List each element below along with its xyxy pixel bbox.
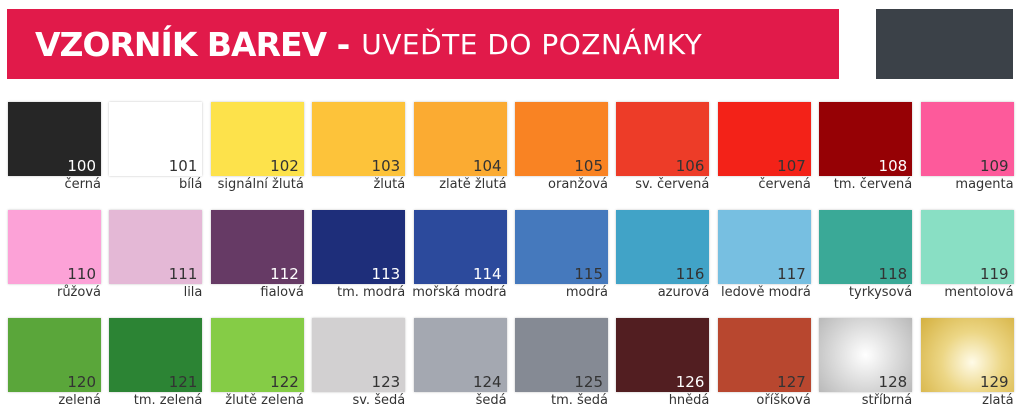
dark-box [876,9,1013,79]
swatch-code: 123 [371,373,401,391]
swatch-label: signální žlutá [217,177,304,192]
color-swatch-127[interactable]: 127 [717,318,811,392]
swatch-code: 127 [777,373,806,391]
swatch-label: azurová [657,285,710,300]
color-swatch-122[interactable]: 122 [210,318,304,392]
color-swatch-110[interactable]: 110 [8,210,101,284]
color-swatch-121[interactable]: 121 [109,318,203,392]
swatch-code: 118 [878,265,908,283]
color-swatch-115[interactable]: 115 [515,210,608,284]
swatch-label: tm. červená [833,177,913,192]
swatch-label: tm. zelená [133,393,203,408]
swatch-code: 122 [270,373,299,391]
swatch-code: 108 [878,157,908,175]
title-rest: UVEĎTE DO POZNÁMKY [361,27,703,61]
swatch-label: hnědá [668,393,710,408]
swatch-code: 105 [574,157,603,175]
swatch-code: 112 [270,265,299,283]
color-swatch-102[interactable]: 102 [210,102,304,176]
swatch-label: tm. šedá [550,393,608,408]
swatch-code: 126 [675,373,705,391]
swatch-label: stříbrná [861,393,913,408]
swatch-label: ledově modrá [720,285,811,300]
color-swatch-106[interactable]: 106 [616,102,710,176]
swatch-code: 113 [371,265,401,283]
color-swatch-124[interactable]: 124 [413,318,507,392]
color-swatch-120[interactable]: 120 [8,318,101,392]
swatch-label: zlatá [982,393,1014,408]
swatch-label: červená [758,177,811,192]
color-swatch-112[interactable]: 112 [210,210,304,284]
swatch-code: 104 [472,157,502,175]
swatch-code: 100 [67,157,96,175]
swatch-label: lila [183,285,203,300]
swatch-code: 120 [67,373,96,391]
swatch-label: zlatě žlutá [439,177,507,192]
swatch-code: 107 [777,157,806,175]
swatch-label: oříšková [756,393,811,408]
color-swatch-123[interactable]: 123 [312,318,406,392]
swatch-code: 129 [979,373,1009,391]
swatch-code: 119 [979,265,1009,283]
swatch-code: 117 [777,265,806,283]
swatch-label: sv. šedá [352,393,406,408]
color-swatch-113[interactable]: 113 [312,210,406,284]
swatch-label: žlutá [373,177,406,192]
swatch-label: mentolová [944,285,1014,300]
color-swatch-108[interactable]: 108 [819,102,913,176]
swatch-label: šedá [475,393,507,408]
swatch-code: 125 [574,373,603,391]
swatch-label: sv. červená [635,177,710,192]
swatch-code: 114 [472,265,502,283]
color-swatch-114[interactable]: 114 [413,210,507,284]
swatch-label: modrá [565,285,608,300]
color-swatch-100[interactable]: 100 [8,102,101,176]
swatch-code: 109 [979,157,1009,175]
color-swatch-119[interactable]: 119 [920,210,1014,284]
swatch-label: žlutě zelená [225,393,304,408]
swatch-label: zelená [58,393,101,408]
swatch-code: 128 [878,373,908,391]
swatch-code: 106 [675,157,705,175]
swatch-code: 124 [472,373,502,391]
swatch-label: magenta [955,177,1014,192]
swatch-code: 101 [168,157,198,175]
swatch-label: tm. modrá [336,285,406,300]
swatch-code: 115 [574,265,603,283]
swatch-code: 121 [168,373,198,391]
color-swatch-109[interactable]: 109 [920,102,1014,176]
color-swatch-111[interactable]: 111 [109,210,203,284]
color-swatch-104[interactable]: 104 [413,102,507,176]
color-swatch-118[interactable]: 118 [819,210,913,284]
color-swatch-101[interactable]: 101 [109,102,203,176]
swatch-code: 102 [270,157,299,175]
title-bold: VZORNÍK BAREV - [35,24,350,64]
color-swatch-129[interactable]: 129 [920,318,1014,392]
swatch-code: 111 [168,265,198,283]
swatch-label: černá [64,177,101,192]
color-swatch-103[interactable]: 103 [312,102,406,176]
color-swatch-116[interactable]: 116 [616,210,710,284]
swatch-label: mořská modrá [412,285,507,300]
color-swatch-126[interactable]: 126 [616,318,710,392]
swatch-code: 103 [371,157,401,175]
swatch-label: bílá [178,177,203,192]
color-swatch-128[interactable]: 128 [819,318,913,392]
swatch-code: 110 [67,265,96,283]
swatch-code: 116 [675,265,705,283]
color-swatch-117[interactable]: 117 [717,210,811,284]
swatch-label: fialová [260,285,304,300]
color-swatch-105[interactable]: 105 [515,102,608,176]
color-swatch-107[interactable]: 107 [717,102,811,176]
swatch-label: oranžová [548,177,608,192]
swatch-label: tyrkysová [848,285,913,300]
header-banner: VZORNÍK BAREV - UVEĎTE DO POZNÁMKY [7,9,839,79]
swatch-label: růžová [56,285,101,300]
color-swatch-125[interactable]: 125 [515,318,608,392]
